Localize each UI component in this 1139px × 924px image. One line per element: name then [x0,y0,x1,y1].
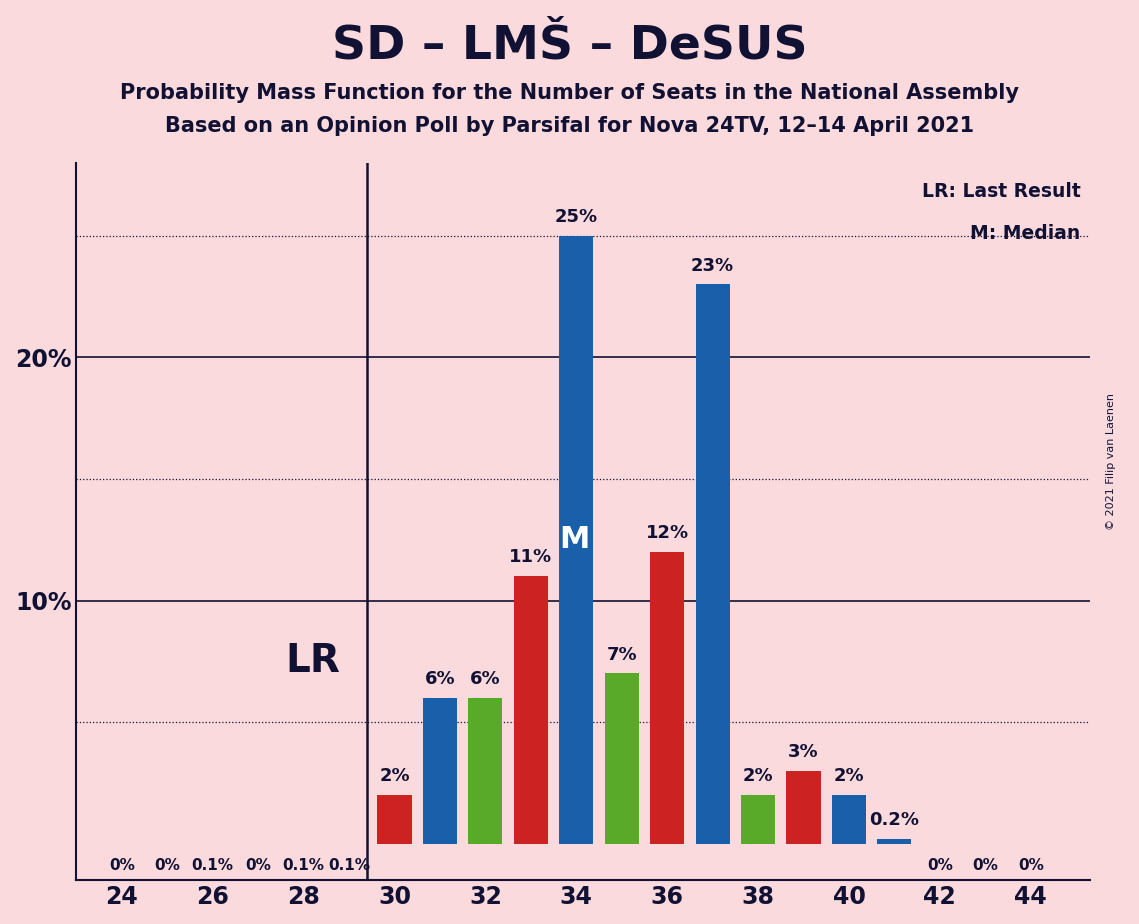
Bar [831,795,866,844]
Text: 2%: 2% [379,767,410,785]
Bar [423,698,457,844]
Text: 25%: 25% [555,208,598,226]
Bar [514,577,548,844]
Text: LR: Last Result: LR: Last Result [921,182,1081,201]
Bar [468,698,502,844]
Bar [877,839,911,844]
Text: 0%: 0% [927,858,953,873]
Text: 11%: 11% [509,549,552,566]
Text: 0%: 0% [109,858,134,873]
Bar [605,674,639,844]
Text: 23%: 23% [691,257,735,274]
Text: 7%: 7% [606,646,637,663]
Bar [559,236,593,844]
Text: 12%: 12% [646,524,689,542]
Text: 0%: 0% [245,858,271,873]
Text: 3%: 3% [788,743,819,761]
Text: 0%: 0% [154,858,180,873]
Text: 6%: 6% [425,670,456,688]
Text: 2%: 2% [834,767,865,785]
Text: Based on an Opinion Poll by Parsifal for Nova 24TV, 12–14 April 2021: Based on an Opinion Poll by Parsifal for… [165,116,974,137]
Text: 0%: 0% [1018,858,1043,873]
Bar [741,795,776,844]
Text: 0.1%: 0.1% [191,858,233,873]
Bar [377,795,411,844]
Bar [696,285,730,844]
Text: 0%: 0% [973,858,998,873]
Text: © 2021 Filip van Laenen: © 2021 Filip van Laenen [1106,394,1115,530]
Text: M: M [559,525,589,554]
Text: 0.2%: 0.2% [869,811,919,829]
Text: 6%: 6% [470,670,501,688]
Bar [650,552,685,844]
Text: 0.1%: 0.1% [328,858,370,873]
Text: M: Median: M: Median [970,224,1081,243]
Text: Probability Mass Function for the Number of Seats in the National Assembly: Probability Mass Function for the Number… [120,83,1019,103]
Bar [786,771,820,844]
Text: 0.1%: 0.1% [282,858,325,873]
Text: 2%: 2% [743,767,773,785]
Text: SD – LMŠ – DeSUS: SD – LMŠ – DeSUS [331,23,808,68]
Text: LR: LR [285,642,341,680]
